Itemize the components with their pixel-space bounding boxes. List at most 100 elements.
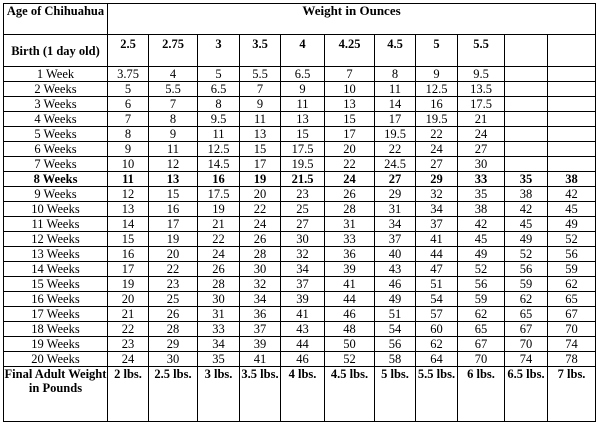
row-label: Final Adult Weight in Pounds (3, 366, 108, 422)
weight-cell: 23 (148, 276, 198, 292)
weight-cell: 52 (546, 231, 597, 247)
weight-cell: 4 lbs. (280, 366, 325, 422)
weight-cell: 24 (457, 126, 505, 142)
weight-cell: 28 (197, 276, 240, 292)
weight-cell: 35 (457, 186, 505, 202)
weight-cell: 35 (197, 351, 240, 367)
week-row: 12 Weeks 15 19 22 26 30 33 37 41 45 49 52 (3, 231, 597, 247)
weight-cell: 22 (107, 321, 149, 337)
week-row: 3 Weeks 6 7 8 9 11 13 14 16 17.5 (3, 96, 597, 112)
final-weight-row: Final Adult Weight in Pounds 2 lbs. 2.5 lb… (3, 366, 597, 422)
weight-cell: 6.5 lbs. (504, 366, 548, 422)
weight-cell: 37 (239, 321, 281, 337)
weight-cell: 14.5 (197, 156, 240, 172)
weight-cell: 29 (148, 336, 198, 352)
weight-cell: 5.5 (457, 34, 505, 67)
weight-cell: 39 (239, 336, 281, 352)
age-header: Age of Chihuahua (3, 3, 108, 35)
weight-cell (546, 66, 597, 82)
weight-cell: 22 (374, 141, 416, 157)
weight-cell: 35 (504, 171, 548, 187)
weight-cell: 19 (197, 201, 240, 217)
weight-cell: 70 (546, 321, 597, 337)
weight-cell: 27 (374, 171, 416, 187)
row-label: 16 Weeks (3, 291, 108, 307)
weight-cell: 5 (415, 34, 458, 67)
weight-cell: 2.5 (107, 34, 149, 67)
weight-cell: 13 (239, 126, 281, 142)
weight-cell: 51 (415, 276, 458, 292)
weight-cell: 9 (148, 126, 198, 142)
row-label: 18 Weeks (3, 321, 108, 337)
weight-cell: 52 (504, 246, 548, 262)
row-label: 19 Weeks (3, 336, 108, 352)
weight-cell: 51 (374, 306, 416, 322)
weight-cell: 2 lbs. (107, 366, 149, 422)
weight-cell: 56 (546, 246, 597, 262)
weight-cell: 62 (546, 276, 597, 292)
weight-cell: 16 (415, 96, 458, 112)
weight-cell: 44 (324, 291, 375, 307)
row-label: 20 Weeks (3, 351, 108, 367)
weight-cell: 6 (107, 96, 149, 112)
week-row: 1 Week 3.75 4 5 5.5 6.5 7 8 9 9.5 (3, 66, 597, 82)
weight-cell: 43 (374, 261, 416, 277)
weight-cell (546, 156, 597, 172)
weight-cell: 28 (324, 201, 375, 217)
weight-cell: 10 (107, 156, 149, 172)
weight-cell: 65 (504, 306, 548, 322)
weight-cell: 41 (239, 351, 281, 367)
weight-cell: 28 (239, 246, 281, 262)
week-row: 15 Weeks 19 23 28 32 37 41 46 51 56 59 62 (3, 276, 597, 292)
weight-cell: 59 (457, 291, 505, 307)
weight-cell: 16 (107, 246, 149, 262)
row-label: 7 Weeks (3, 156, 108, 172)
weight-cell: 23 (107, 336, 149, 352)
weight-cell: 17.5 (457, 96, 505, 112)
weight-cell: 25 (280, 201, 325, 217)
weight-cell: 22 (239, 201, 281, 217)
weight-cell: 17.5 (280, 141, 325, 157)
weight-cell: 24 (107, 351, 149, 367)
weight-cell: 43 (280, 321, 325, 337)
weight-cell (546, 111, 597, 127)
row-label: 4 Weeks (3, 111, 108, 127)
row-label: 13 Weeks (3, 246, 108, 262)
weight-cell (504, 81, 548, 97)
week-row: 14 Weeks 17 22 26 30 34 39 43 47 52 56 59 (3, 261, 597, 277)
weight-cell: 20 (324, 141, 375, 157)
weight-cell: 8 (374, 66, 416, 82)
weight-cell: 57 (415, 306, 458, 322)
weight-cell: 21 (107, 306, 149, 322)
weight-cell: 49 (546, 216, 597, 232)
weight-cell: 9 (280, 81, 325, 97)
weight-cell: 38 (457, 201, 505, 217)
weight-cell (546, 126, 597, 142)
week-row: 11 Weeks 14 17 21 24 27 31 34 37 42 45 49 (3, 216, 597, 232)
row-label: 15 Weeks (3, 276, 108, 292)
weight-cell: 37 (374, 231, 416, 247)
weight-cell: 17 (107, 261, 149, 277)
weight-cell: 7 (148, 96, 198, 112)
weight-cell: 9 (107, 141, 149, 157)
weight-cell: 33 (457, 171, 505, 187)
weight-cell: 4 (148, 66, 198, 82)
weight-cell: 56 (457, 276, 505, 292)
weight-cell: 24 (324, 171, 375, 187)
weight-cell: 30 (280, 231, 325, 247)
weight-cell: 4 (280, 34, 325, 67)
weight-cell (546, 141, 597, 157)
weight-cell: 8 (197, 96, 240, 112)
weight-cell (504, 111, 548, 127)
weight-cell: 15 (148, 186, 198, 202)
weight-cell: 5.5 (239, 66, 281, 82)
weight-cell: 34 (197, 336, 240, 352)
row-label: 12 Weeks (3, 231, 108, 247)
weight-cell: 13 (107, 201, 149, 217)
weight-cell: 30 (457, 156, 505, 172)
week-row: 5 Weeks 8 9 11 13 15 17 19.5 22 24 (3, 126, 597, 142)
weight-cell: 41 (280, 306, 325, 322)
weight-cell: 39 (280, 291, 325, 307)
weight-cell: 60 (415, 321, 458, 337)
weight-cell: 5 (107, 81, 149, 97)
